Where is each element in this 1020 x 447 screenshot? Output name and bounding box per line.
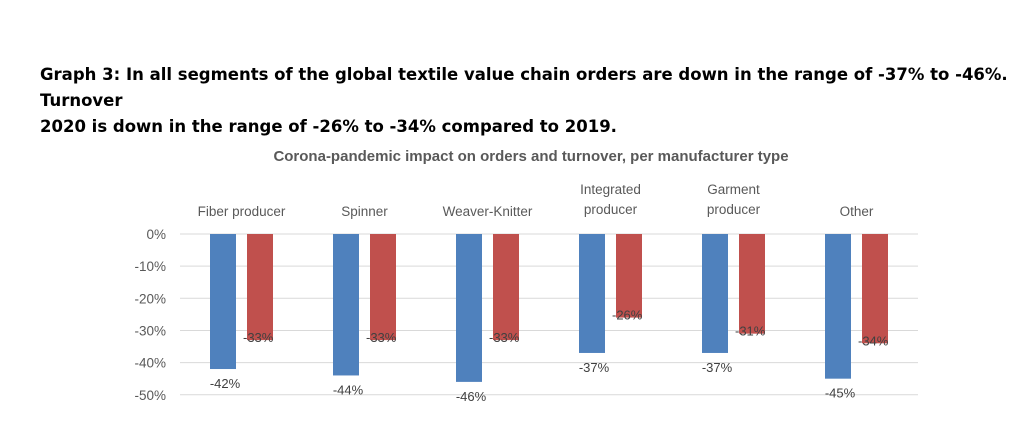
- bar-orders: [825, 234, 851, 379]
- category-label: Weaver-Knitter: [443, 204, 533, 219]
- data-label: -34%: [858, 333, 889, 348]
- category-label: producer: [584, 202, 638, 217]
- data-label: -33%: [243, 330, 274, 345]
- y-tick-label: -50%: [134, 388, 166, 403]
- data-label: -44%: [333, 382, 364, 397]
- bar-turnover: [493, 234, 519, 341]
- category-label: Fiber producer: [198, 204, 286, 219]
- data-label: -45%: [825, 386, 856, 401]
- y-tick-label: -40%: [134, 356, 166, 371]
- y-tick-label: -30%: [134, 323, 166, 338]
- bar-turnover: [247, 234, 273, 341]
- category-label: Integrated: [580, 182, 641, 197]
- bar-orders: [702, 234, 728, 353]
- data-label: -33%: [489, 330, 520, 345]
- graph-heading: Graph 3: In all segments of the global t…: [40, 62, 1010, 140]
- y-tick-label: 0%: [146, 227, 166, 242]
- bar-turnover: [739, 234, 765, 334]
- bar-turnover: [370, 234, 396, 341]
- category-label: Other: [840, 204, 874, 219]
- bar-orders: [456, 234, 482, 382]
- data-label: -33%: [366, 330, 397, 345]
- data-label: -37%: [579, 360, 610, 375]
- bar-orders: [333, 234, 359, 376]
- data-label: -46%: [456, 389, 487, 404]
- category-label: Spinner: [341, 204, 388, 219]
- graph-heading-line1: Graph 3: In all segments of the global t…: [40, 65, 1008, 110]
- y-tick-label: -20%: [134, 291, 166, 306]
- bar-orders: [210, 234, 236, 370]
- category-label: producer: [707, 202, 761, 217]
- bar-turnover: [616, 234, 642, 318]
- data-label: -31%: [735, 324, 766, 339]
- data-label: -42%: [210, 376, 241, 391]
- category-label: Garment: [707, 182, 760, 197]
- data-label: -37%: [702, 360, 733, 375]
- graph-heading-line2: 2020 is down in the range of -26% to -34…: [40, 117, 617, 136]
- data-label: -26%: [612, 308, 643, 323]
- chart-title: Corona-pandemic impact on orders and tur…: [273, 148, 788, 165]
- bar-turnover: [862, 234, 888, 344]
- bar-orders: [579, 234, 605, 353]
- y-tick-label: -10%: [134, 259, 166, 274]
